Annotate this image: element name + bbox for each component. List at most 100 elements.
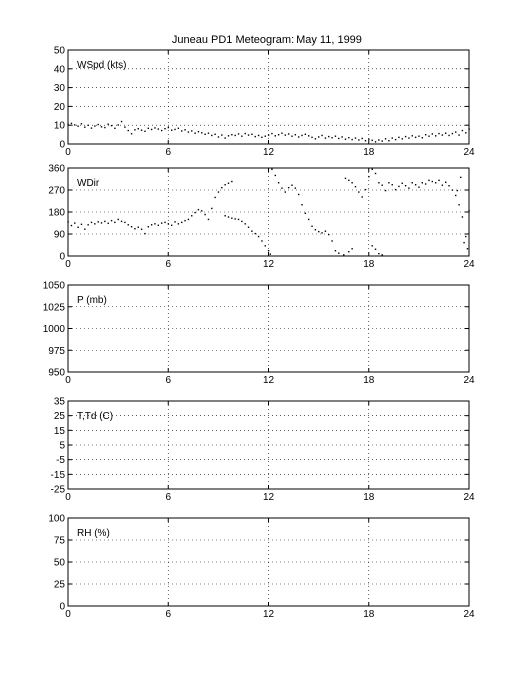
- rh-ytick-label: 100: [48, 514, 65, 525]
- wdir-data-point: [381, 184, 383, 186]
- wspd-data-point: [247, 134, 250, 136]
- rh-xtick-label: 0: [65, 609, 71, 620]
- wdir-data-point: [324, 230, 327, 232]
- wdir-data-point: [201, 210, 203, 212]
- wdir-data-point: [241, 220, 243, 223]
- rh-xtick-label: 6: [165, 609, 171, 620]
- wspd-data-point: [364, 140, 367, 142]
- wspd-data-point: [267, 134, 270, 136]
- wdir-data-point: [144, 232, 146, 235]
- wspd-data-point: [191, 130, 193, 132]
- wdir-data-point: [174, 221, 176, 223]
- wdir-data-point: [127, 224, 129, 226]
- wdir-data-point: [231, 180, 233, 183]
- wspd-data-point: [448, 134, 450, 137]
- wspd-panel-label: WSpd (kts): [77, 60, 126, 71]
- wspd-data-point: [94, 125, 96, 127]
- wspd-data-point: [294, 134, 297, 136]
- wdir-data-point: [261, 240, 263, 242]
- wspd-data-point: [124, 126, 126, 128]
- wdir-data-point: [214, 196, 216, 199]
- pressure-ytick-label: 1000: [43, 324, 66, 335]
- wspd-data-point: [381, 140, 383, 142]
- rh-xtick-label: 12: [263, 609, 275, 620]
- wdir-data-point: [140, 228, 143, 230]
- wspd-data-point: [277, 134, 280, 136]
- wspd-data-point: [197, 130, 200, 133]
- wspd-data-point: [434, 135, 437, 137]
- wdir-data-point: [110, 219, 113, 222]
- wspd-data-point: [438, 132, 440, 135]
- wspd-data-point: [84, 126, 86, 128]
- wspd-ytick-label: 0: [59, 140, 65, 151]
- wspd-data-point: [361, 137, 363, 140]
- wdir-data-point: [418, 186, 420, 188]
- temp-xtick-label: 6: [165, 492, 171, 503]
- wdir-data-point: [237, 218, 240, 221]
- wdir-data-point: [84, 228, 86, 230]
- wdir-data-point: [177, 223, 180, 225]
- wspd-data-point: [301, 134, 303, 137]
- wspd-data-point: [308, 135, 310, 137]
- wdir-data-point: [97, 221, 99, 223]
- wdir-data-point: [227, 216, 230, 218]
- wdir-data-point: [204, 213, 206, 216]
- wdir-data-point: [130, 226, 133, 228]
- rh-ytick-label: 25: [54, 580, 66, 591]
- wspd-data-point: [117, 124, 119, 126]
- wdir-data-point: [361, 196, 363, 198]
- wdir-data-point: [461, 216, 464, 218]
- wspd-data-point: [214, 133, 216, 136]
- wdir-data-point: [328, 233, 330, 236]
- wdir-data-point: [191, 215, 193, 217]
- temp-ytick-label: 5: [59, 441, 65, 452]
- figure-title: Juneau PD1 Meteogram:: [172, 34, 294, 46]
- wdir-data-point: [374, 172, 377, 175]
- wdir-data-point: [463, 241, 465, 244]
- wspd-ytick-label: 40: [54, 64, 66, 75]
- rh-ytick-label: 50: [54, 558, 66, 569]
- wspd-data-point: [140, 129, 143, 131]
- wdir-data-point: [384, 189, 387, 192]
- wspd-data-point: [107, 123, 109, 125]
- wspd-data-point: [70, 122, 73, 125]
- wdir-panel-label: WDir: [77, 178, 100, 189]
- wspd-data-point: [217, 136, 220, 138]
- wdir-data-point: [87, 224, 89, 226]
- wdir-data-point: [294, 187, 297, 189]
- wdir-ytick-label: 90: [54, 230, 66, 241]
- wspd-data-point: [77, 125, 79, 127]
- wspd-data-point: [451, 132, 454, 135]
- wspd-data-point: [67, 123, 69, 126]
- wspd-data-point: [404, 135, 407, 138]
- wdir-data-point: [431, 180, 434, 183]
- wdir-data-point: [197, 208, 200, 211]
- rh-panel-label: RH (%): [77, 528, 110, 539]
- wdir-data-point: [264, 245, 266, 247]
- wspd-data-point: [177, 127, 180, 130]
- wspd-data-point: [328, 135, 330, 138]
- wdir-data-point: [67, 221, 69, 223]
- wspd-data-point: [224, 137, 226, 139]
- wdir-xtick-label: 24: [463, 259, 475, 270]
- wspd-data-point: [144, 130, 146, 133]
- wdir-data-point: [301, 204, 303, 206]
- wdir-data-point: [374, 248, 377, 250]
- wspd-data-point: [388, 140, 390, 142]
- wdir-data-point: [334, 250, 337, 252]
- wspd-data-point: [431, 133, 434, 135]
- wspd-data-point: [234, 134, 236, 137]
- wdir-data-point: [167, 223, 170, 225]
- wspd-data-point: [100, 126, 103, 128]
- wdir-data-point: [408, 187, 410, 189]
- wspd-data-point: [174, 128, 176, 131]
- temp-ytick-label: -15: [51, 470, 66, 481]
- wspd-data-point: [74, 124, 76, 126]
- wspd-data-point: [97, 123, 99, 126]
- wspd-data-point: [114, 127, 116, 130]
- wdir-xtick-label: 12: [263, 259, 275, 270]
- wspd-data-point: [284, 134, 287, 136]
- wdir-data-point: [157, 224, 160, 226]
- wdir-data-point: [371, 168, 373, 171]
